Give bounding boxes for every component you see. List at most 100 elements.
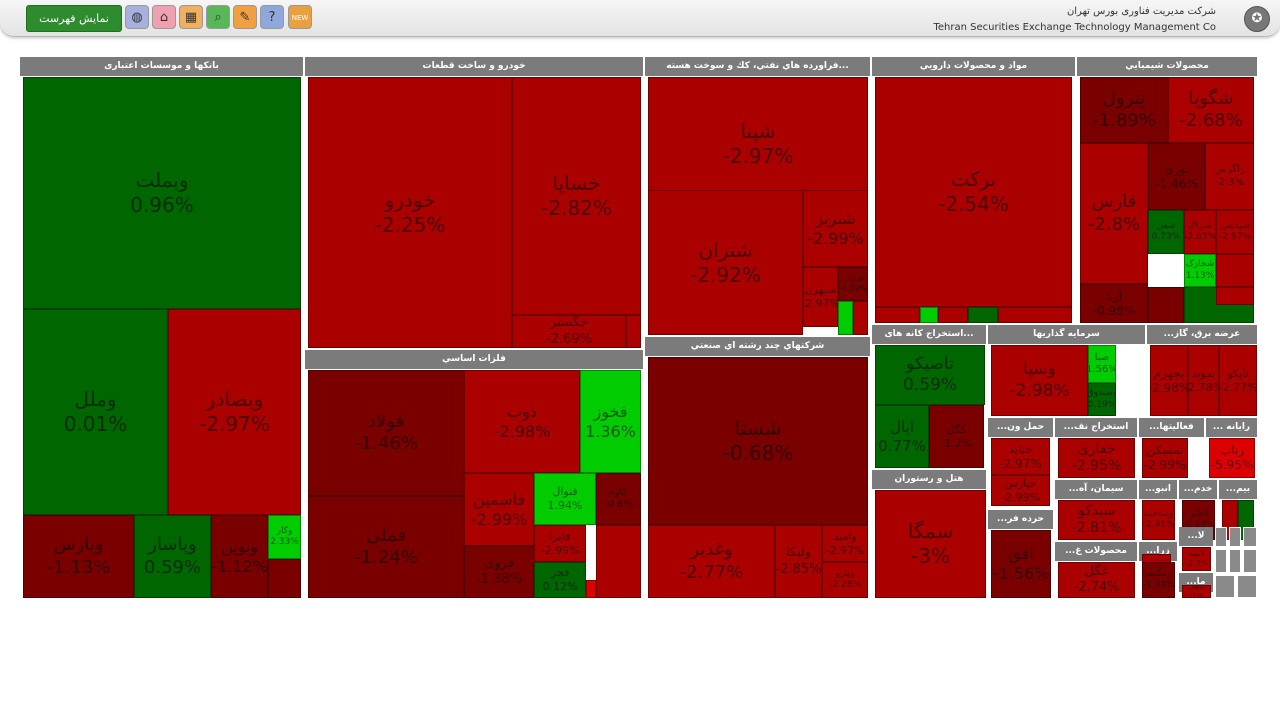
stock-cell[interactable]: ماهان -2% (1182, 585, 1211, 598)
search-icon[interactable]: ⌕ (206, 5, 230, 29)
minor-stock-cell[interactable] (1216, 254, 1254, 287)
minor-stock-cell[interactable] (938, 307, 968, 323)
minor-sector-cell[interactable] (1237, 575, 1257, 598)
new-icon[interactable]: NEW (288, 5, 312, 29)
stock-cell[interactable]: شگویا -2.68% (1168, 77, 1254, 143)
stock-cell[interactable]: ذوب -2.98% (464, 370, 580, 473)
stock-cell[interactable]: وصندوق 0.19% (1088, 383, 1116, 416)
minor-sector-cell[interactable] (1229, 549, 1241, 573)
stock-cell[interactable]: نوری -1.46% (1148, 143, 1205, 210)
minor-stock-cell[interactable] (920, 307, 938, 323)
minor-sector-cell[interactable] (1215, 527, 1227, 547)
minor-stock-cell[interactable] (968, 307, 998, 323)
stock-cell[interactable]: وامید -2.97% (822, 525, 868, 562)
sector-header[interactable]: ...عرضه برق، گاز (1147, 325, 1257, 344)
stock-cell[interactable]: شپنا -2.97% (648, 77, 868, 210)
minor-stock-cell[interactable] (596, 525, 641, 598)
minor-sector-cell[interactable] (1229, 527, 1241, 547)
stock-cell[interactable]: وبصادر -2.97% (168, 309, 301, 515)
sector-header[interactable]: محصولات شيميايي (1077, 57, 1257, 76)
sector-header[interactable]: ...محصولات غ (1055, 542, 1137, 561)
sector-header[interactable]: خودرو و ساخت قطعات (305, 57, 643, 76)
minor-stock-cell[interactable] (998, 307, 1072, 323)
minor-sector-cell[interactable] (1243, 549, 1257, 573)
stock-cell[interactable]: آریا -0.98% (1080, 284, 1148, 323)
stock-cell[interactable]: حپارس -2.99% (991, 475, 1050, 506)
minor-stock-cell[interactable] (853, 301, 868, 335)
stock-cell[interactable]: شبریز -2.99% (803, 190, 868, 267)
stock-cell[interactable]: شاراک -2.63% (1184, 210, 1216, 254)
stock-cell[interactable]: وملل 0.01% (23, 309, 168, 515)
sector-header[interactable]: بانکها و موسسات اعتباری (20, 57, 303, 76)
stock-cell[interactable]: شپدیس -2.97% (1216, 210, 1254, 254)
stock-cell[interactable]: فاسمین -2.99% (464, 473, 534, 546)
show-list-button[interactable]: نمایش فهرست (26, 5, 122, 32)
stock-cell[interactable]: زاگرس -2.3% (1205, 143, 1254, 210)
help-icon[interactable]: ? (260, 5, 284, 29)
stock-cell[interactable]: بجهرم-2.98% (1150, 345, 1188, 416)
sector-header[interactable]: استخراج کانه های... (872, 325, 986, 344)
sector-header[interactable]: ...بیم (1219, 480, 1257, 499)
stock-cell[interactable]: خگستر -2.69% (512, 315, 626, 348)
minor-sector-cell[interactable] (1215, 575, 1235, 598)
stock-cell[interactable]: فخوز 1.36% (580, 370, 641, 473)
stock-cell[interactable]: شاوان -1.99% (838, 267, 868, 301)
stock-cell[interactable]: تاپکو -2.77% (1219, 345, 1257, 416)
globe-icon[interactable]: ◍ (125, 5, 149, 29)
minor-stock-cell[interactable] (268, 559, 301, 598)
stock-cell[interactable]: فایرا -2.99% (534, 525, 586, 562)
stock-cell[interactable]: سیدکو -2.81% (1058, 500, 1135, 540)
stock-cell[interactable]: غگل -2.74% (1058, 562, 1135, 598)
minor-stock-cell[interactable] (875, 307, 920, 323)
chat-icon[interactable]: ✎ (233, 5, 257, 29)
sector-header[interactable]: فلزات اساسي (305, 350, 643, 369)
stock-cell[interactable]: حفاری -2.95% (1058, 438, 1135, 478)
stock-cell[interactable]: شتران -2.92% (648, 190, 803, 335)
stock-cell[interactable]: فملی -1.24% (308, 496, 464, 598)
stock-cell[interactable]: ثمسکن -2.99% (1142, 438, 1188, 478)
stock-cell[interactable]: پترول -1.89% (1080, 77, 1168, 143)
stock-cell[interactable]: تاصیکو 0.59% (875, 345, 985, 405)
stock-cell[interactable]: حتاید -2.97% (991, 438, 1050, 475)
stock-cell[interactable]: زمگسا -1.98% (1142, 562, 1175, 598)
sector-header[interactable]: ...سیمان، آه (1055, 480, 1137, 499)
minor-sector-cell[interactable] (1243, 527, 1257, 547)
stock-cell[interactable]: لابسا -2.3% (1182, 547, 1211, 571)
stock-cell[interactable]: ولیکا -2.85% (775, 525, 822, 598)
stock-cell[interactable]: شفن 0.73% (1148, 210, 1184, 254)
stock-cell[interactable]: فروی -1.38% (464, 546, 534, 598)
sector-header[interactable]: ...لا (1179, 527, 1213, 546)
stock-cell[interactable]: کگل -1.2% (929, 405, 984, 468)
minor-sector-cell[interactable] (1215, 549, 1227, 573)
stock-cell[interactable]: شخارک 1.13% (1184, 254, 1216, 287)
stock-cell[interactable]: فارس -2.8% (1080, 143, 1148, 284)
stock-cell[interactable]: وساخت -2.91% (1142, 500, 1175, 540)
sector-header[interactable]: ...فعالیتها (1139, 418, 1204, 437)
stock-cell[interactable]: وغدیر -2.77% (648, 525, 775, 598)
sector-header[interactable]: هتل و رستوران (872, 470, 986, 489)
sector-header[interactable]: سرمايه گذاريها (988, 325, 1145, 344)
stock-cell[interactable]: بموند-2.78% (1188, 345, 1219, 416)
stock-cell[interactable]: شبهرن-2.97% (803, 267, 838, 327)
stock-cell[interactable]: فنوال 1.94% (534, 473, 596, 525)
stock-cell[interactable]: رتاپ -5.95% (1209, 438, 1255, 478)
stock-cell[interactable]: وپترو -2.28% (822, 562, 868, 598)
stock-cell[interactable]: صبا1.56% (1088, 345, 1116, 383)
minor-stock-cell[interactable] (1216, 287, 1254, 305)
stock-cell[interactable]: وپارس -1.13% (23, 515, 134, 598)
stock-cell[interactable]: کاوه -0.6% (596, 473, 641, 525)
stock-cell[interactable]: خودرو -2.25% (308, 77, 512, 348)
sector-header[interactable]: ...خدم (1179, 480, 1217, 499)
stock-cell[interactable]: وپاسار 0.59% (134, 515, 211, 598)
stock-cell[interactable]: اپال 0.77% (875, 405, 929, 468)
stock-cell[interactable]: شستا -0.68% (648, 357, 868, 525)
stock-cell[interactable]: فجر 0.12% (534, 562, 586, 598)
sector-header[interactable]: شرکتهاي چند رشته اي صنعتي (645, 337, 870, 356)
minor-stock-cell[interactable] (1148, 287, 1184, 323)
sector-header[interactable]: مواد و محصولات دارويي (872, 57, 1075, 76)
stock-cell[interactable]: وکار 2.33% (268, 515, 301, 559)
stock-cell[interactable]: وسپا -2.98% (991, 345, 1088, 416)
stock-cell[interactable]: سمگا -3% (875, 490, 986, 598)
home-icon[interactable]: ⌂ (152, 5, 176, 29)
minor-stock-cell[interactable] (838, 301, 853, 335)
